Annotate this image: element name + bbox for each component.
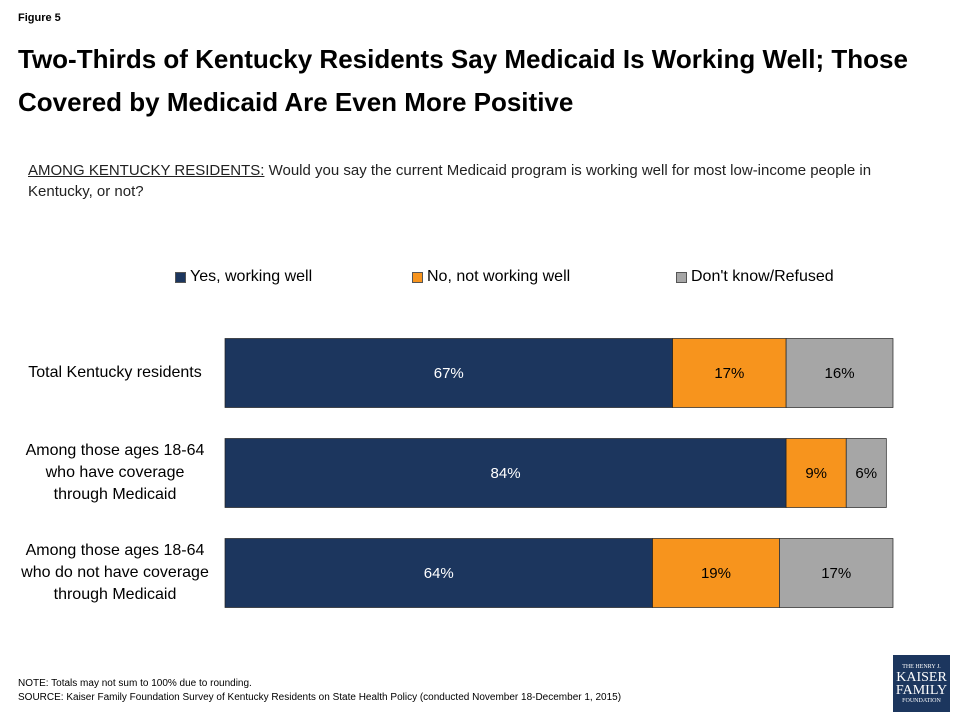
- logo-text: KAISER: [896, 669, 947, 685]
- legend-label: Yes, working well: [190, 268, 313, 285]
- legend-item: Don't know/Refused: [676, 268, 834, 286]
- footnotes: NOTE: Totals may not sum to 100% due to …: [18, 677, 621, 705]
- category-label: Among those ages 18-64 who have coverage…: [25, 442, 205, 503]
- category-label: Among those ages 18-64 who do not have c…: [21, 542, 209, 603]
- logo: THE HENRY J. KAISER FAMILY FOUNDATION: [893, 655, 950, 712]
- data-label: 6%: [855, 465, 877, 482]
- data-label: 64%: [424, 565, 454, 582]
- bar-segment: [785, 338, 894, 408]
- bar-segment: [672, 338, 787, 408]
- bar-segment: [224, 338, 673, 408]
- chart-title: Two-Thirds of Kentucky Residents Say Med…: [18, 44, 908, 117]
- data-label: 17%: [714, 365, 744, 382]
- data-label: 67%: [434, 365, 464, 382]
- note: NOTE: Totals may not sum to 100% due to …: [18, 678, 252, 689]
- data-label: 9%: [805, 465, 827, 482]
- source: SOURCE: Kaiser Family Foundation Survey …: [18, 692, 622, 703]
- bar-segment: [224, 538, 653, 608]
- logo-text: THE HENRY J.: [902, 663, 941, 670]
- bar-segment: [224, 438, 787, 508]
- legend-swatch: [676, 271, 687, 283]
- figure-label: Figure 5: [18, 12, 61, 24]
- data-label: 17%: [821, 565, 851, 582]
- logo-text: FOUNDATION: [902, 697, 941, 704]
- legend-label: No, not working well: [427, 268, 571, 285]
- legend-swatch: [175, 271, 186, 283]
- legend-swatch: [412, 271, 423, 283]
- data-label: 19%: [701, 565, 731, 582]
- logo-text: FAMILY: [895, 682, 948, 698]
- data-label: 16%: [825, 365, 855, 382]
- legend-item: Yes, working well: [175, 268, 312, 286]
- legend-item: No, not working well: [412, 268, 570, 286]
- subtitle-text: Would you say the current Medicaid progr…: [28, 162, 872, 200]
- category-label: Total Kentucky residents: [28, 364, 202, 381]
- bar-segment: [845, 438, 887, 508]
- bar-segment: [779, 538, 894, 608]
- data-label: 84%: [491, 465, 521, 482]
- subtitle-label: AMONG KENTUCKY RESIDENTS:: [28, 162, 265, 179]
- bar-segment: [652, 538, 780, 608]
- legend-label: Don't know/Refused: [691, 268, 834, 285]
- subtitle: AMONG KENTUCKY RESIDENTS: Would you say …: [28, 160, 908, 202]
